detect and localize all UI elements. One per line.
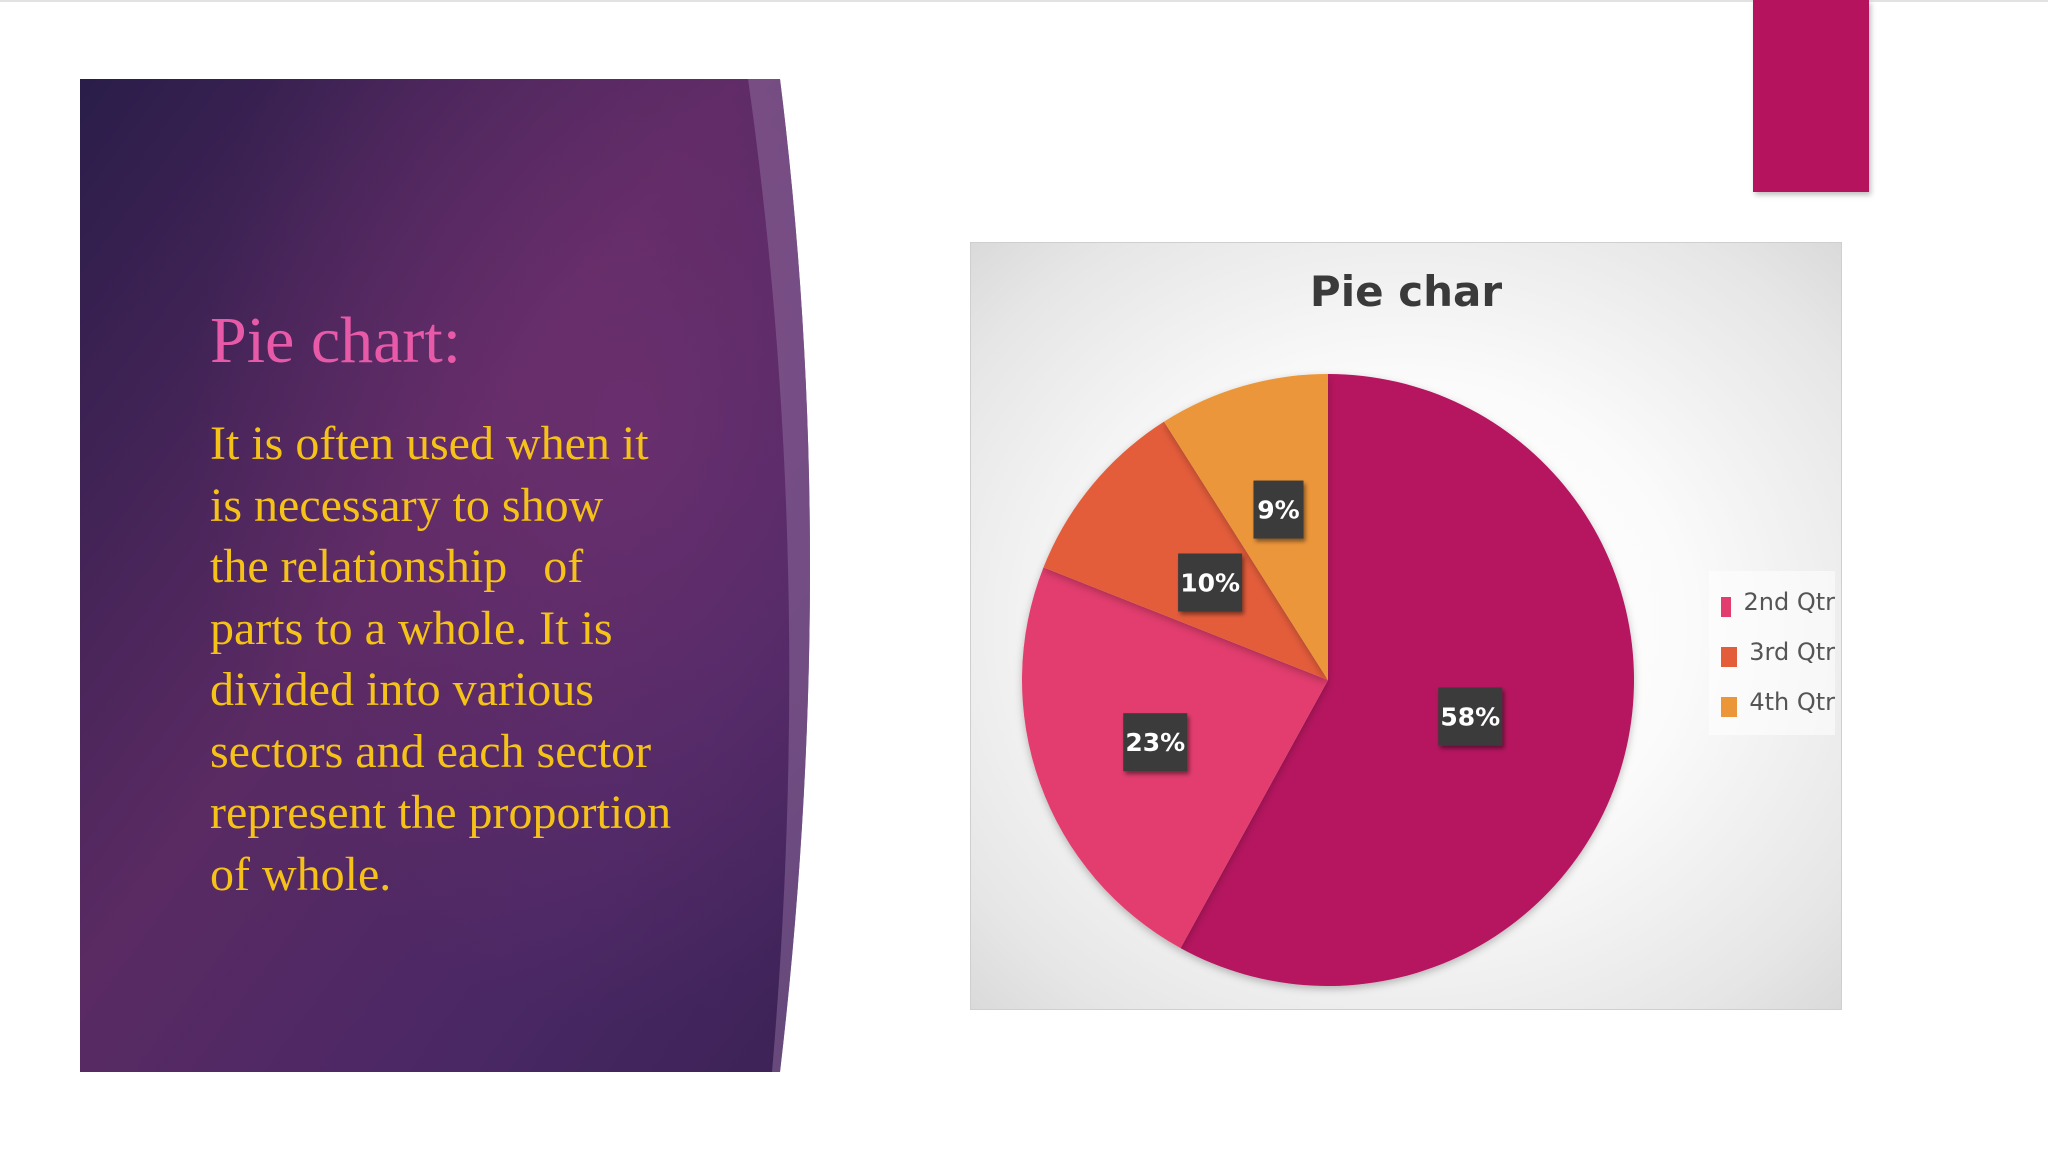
data-label-box	[1253, 480, 1304, 539]
pie-chart: 58% 23% 10% 9%	[1022, 374, 1635, 987]
accent-block	[1753, 0, 1869, 192]
legend-label: 2nd Qtr	[1743, 588, 1835, 616]
body-line: is necessary to show	[210, 478, 604, 532]
data-label-text: 9%	[1257, 496, 1299, 525]
pie-slice	[1043, 421, 1328, 680]
legend-item: 4th Qtr	[1709, 677, 1835, 727]
legend-label: 3rd Qtr	[1749, 638, 1835, 666]
pie-data-labels: 58% 23% 10% 9%	[1123, 480, 1503, 772]
pie-slices	[1022, 374, 1635, 987]
data-label: 10%	[1178, 553, 1243, 612]
body-line: It is often used when it	[210, 417, 649, 470]
chart-legend: 2nd Qtr 3rd Qtr 4th Qtr	[1709, 571, 1835, 735]
body-line: parts to a whole. It is	[210, 601, 613, 655]
body-line: sectors and each sector	[210, 724, 652, 778]
data-label-box	[1438, 687, 1503, 746]
legend-item: 2nd Qtr	[1709, 577, 1835, 627]
data-label: 23%	[1123, 713, 1188, 772]
body-line: of whole.	[210, 847, 392, 901]
chart-frame: Pie char 58% 23% 10% 9% 2nd Qtr 3rd Qtr 4th…	[970, 242, 1842, 1010]
legend-item: 3rd Qtr	[1709, 627, 1835, 677]
legend-swatch	[1721, 647, 1738, 667]
data-label-text: 58%	[1440, 703, 1500, 732]
pie-slice	[1164, 374, 1328, 680]
data-label-text: 10%	[1180, 568, 1240, 597]
data-label: 58%	[1438, 687, 1503, 746]
slide-body: It is often used when it is necessary to…	[210, 413, 770, 905]
data-label-text: 23%	[1125, 728, 1185, 757]
left-panel: Pie chart: It is often used when it is n…	[80, 79, 840, 1072]
data-label-box	[1178, 553, 1243, 612]
data-label-box	[1123, 713, 1188, 772]
top-rule	[0, 0, 2048, 2]
left-panel-background	[80, 79, 810, 1072]
body-line: represent the proportion	[210, 786, 672, 839]
legend-label: 4th Qtr	[1749, 688, 1835, 716]
slide-title: Pie chart:	[210, 304, 462, 377]
body-line: divided into various	[210, 663, 594, 716]
pie-slice	[1180, 374, 1635, 987]
legend-swatch	[1721, 597, 1732, 617]
data-label: 9%	[1253, 480, 1304, 539]
legend-swatch	[1721, 697, 1738, 717]
chart-title: Pie char	[1309, 267, 1503, 316]
body-line: the relationship of	[210, 540, 584, 593]
